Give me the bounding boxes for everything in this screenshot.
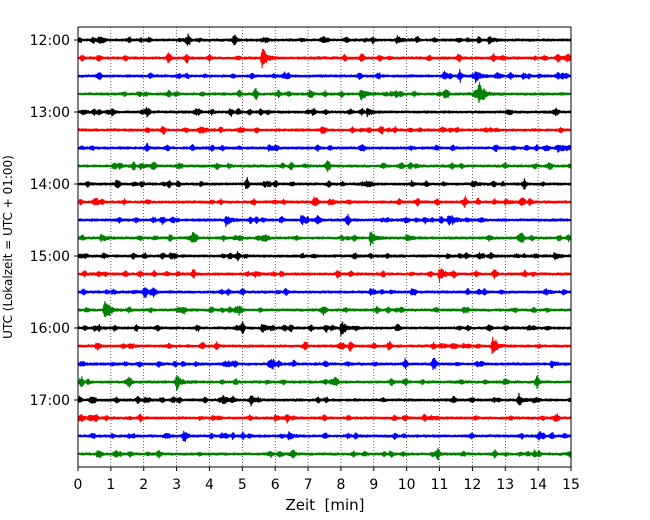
trace-group [77,33,572,461]
trace-line [77,287,572,298]
x-tick-label: 11 [431,477,449,493]
trace-line [77,321,572,337]
x-tick-label: 12 [463,477,481,493]
trace-line [77,82,572,104]
trace-line [77,413,572,424]
plot-frame [77,26,572,468]
trace-line [77,125,572,136]
trace-line [77,430,572,442]
x-tick-label: 4 [205,477,214,493]
trace-line [77,33,572,46]
trace-line [77,213,572,228]
y-tick-label: 14:00 [30,177,70,193]
trace-line [77,448,572,461]
x-tick-label: 9 [369,477,378,493]
y-tick-label: 17:00 [30,393,70,409]
x-tick-label: 8 [336,477,345,493]
trace-line [77,142,572,153]
x-tick-label: 3 [172,477,181,493]
x-tick-label: 10 [398,477,416,493]
y-tick-label: 13:00 [30,105,70,121]
x-tick-label: 1 [106,477,115,493]
x-axis-label: Zeit [min] [285,496,364,514]
y-tick-label: 16:00 [30,321,70,337]
x-tick-label: 6 [271,477,280,493]
trace-line [77,68,572,84]
trace-line [77,357,572,371]
x-tick-label: 13 [496,477,514,493]
trace-line [77,106,572,118]
trace-line [77,176,572,190]
trace-line [77,392,572,407]
x-axis: 0 1 2 3 4 5 6 7 8 9 10 11 12 13 14 15 [74,467,580,493]
trace-line [77,160,572,173]
x-tick-label: 15 [562,477,580,493]
y-tick-label: 12:00 [30,33,70,49]
y-tick-label: 15:00 [30,249,70,265]
trace-line [77,300,572,318]
vertical-grid [110,27,539,467]
trace-line [77,268,572,282]
trace-line [77,195,572,209]
trace-line [77,374,572,392]
trace-line [77,231,572,246]
x-tick-label: 14 [529,477,547,493]
y-axis-label: UTC (Lokalzeit = UTC + 01:00) [1,155,15,339]
y-axis: 12:00 13:00 14:00 15:00 16:00 17:00 [30,33,78,409]
x-tick-label: 2 [139,477,148,493]
trace-line [77,251,572,262]
x-tick-label: 5 [238,477,247,493]
x-tick-label: 0 [74,477,83,493]
x-tick-label: 7 [304,477,313,493]
trace-line [77,48,572,69]
trace-line [77,336,572,355]
